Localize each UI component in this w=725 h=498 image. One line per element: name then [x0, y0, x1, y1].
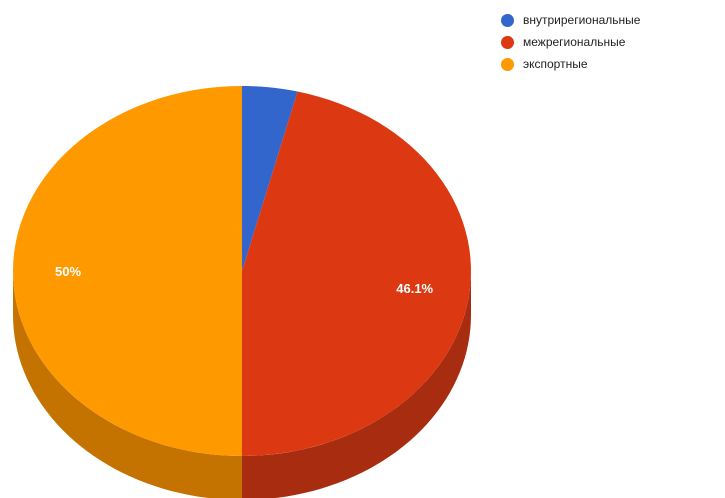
legend-swatch-export: [501, 57, 514, 71]
pie-slices: [13, 86, 471, 456]
legend-item-export[interactable]: экспортные: [501, 53, 640, 75]
legend-item-interregional[interactable]: межрегиональные: [501, 31, 640, 53]
legend-label-intraregional: внутрирегиональные: [523, 13, 641, 27]
pie-side-walls: [13, 271, 471, 498]
legend: внутрирегиональные межрегиональные экспо…: [501, 9, 640, 75]
legend-swatch-interregional: [501, 35, 514, 49]
pie-side-export: [13, 271, 242, 498]
pie-side-interregional: [242, 271, 471, 498]
data-label-interregional: 46.1%: [396, 281, 433, 296]
pie-slice-interregional[interactable]: [242, 91, 471, 456]
legend-label-export: экспортные: [523, 57, 588, 71]
legend-swatch-intraregional: [501, 13, 514, 27]
data-labels: 46.1% 50%: [55, 264, 434, 296]
legend-item-intraregional[interactable]: внутрирегиональные: [501, 9, 640, 31]
pie-slice-export[interactable]: [13, 86, 242, 456]
data-label-export: 50%: [55, 264, 81, 279]
pie-slice-intraregional[interactable]: [242, 86, 298, 271]
legend-label-interregional: межрегиональные: [523, 35, 626, 49]
